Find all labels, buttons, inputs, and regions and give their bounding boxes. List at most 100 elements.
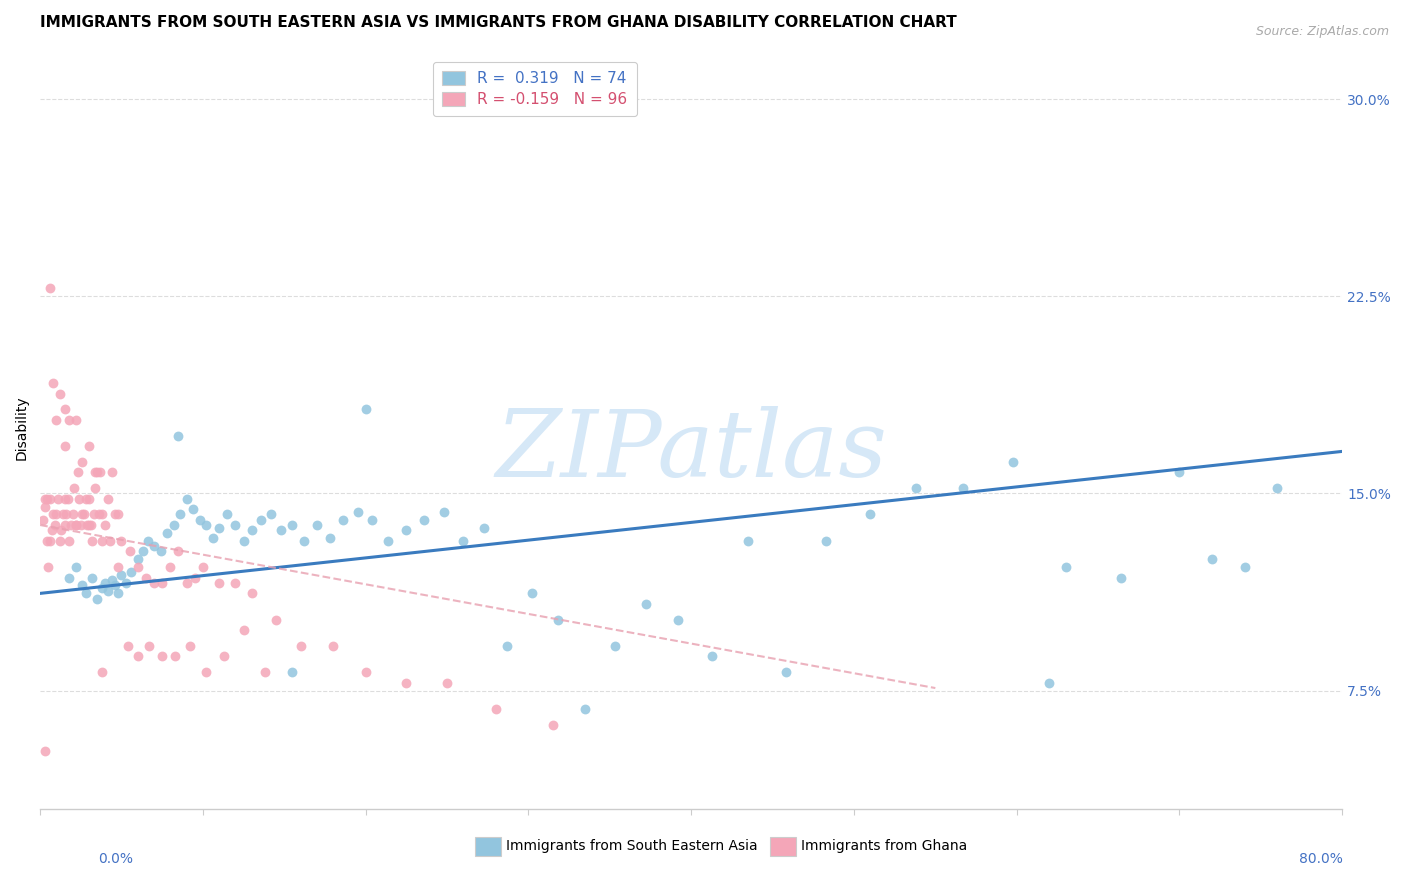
Point (281, 518, 304, 533)
Point (135, 571, 157, 585)
Point (547, 613, 569, 627)
Point (60, 518, 83, 533)
Point (73, 508, 96, 522)
Point (377, 533, 399, 548)
Text: Immigrants from South Eastern Asia: Immigrants from South Eastern Asia (506, 838, 758, 853)
Point (433, 505, 456, 519)
Point (53, 518, 76, 533)
Point (156, 525, 179, 540)
Point (143, 575, 166, 590)
Point (86, 591, 108, 606)
Point (270, 523, 292, 537)
Point (77, 439, 100, 453)
Point (138, 639, 160, 653)
Point (38, 533, 60, 548)
Point (72, 578, 94, 592)
Point (292, 533, 315, 548)
Point (815, 533, 838, 548)
Point (77, 518, 100, 533)
Point (240, 523, 263, 537)
Point (159, 560, 181, 574)
Y-axis label: Disability: Disability (15, 395, 30, 460)
Point (100, 573, 122, 587)
Point (250, 513, 273, 527)
Point (38, 281, 60, 295)
Point (72, 455, 94, 469)
Point (305, 518, 328, 533)
Point (82, 533, 104, 548)
Point (167, 428, 190, 442)
Point (104, 508, 127, 522)
Legend: R =  0.319   N = 74, R = -0.159   N = 96: R = 0.319 N = 74, R = -0.159 N = 96 (433, 62, 637, 116)
Point (75, 491, 97, 506)
Text: Immigrants from Ghana: Immigrants from Ghana (801, 838, 967, 853)
Point (520, 586, 543, 600)
Point (41, 523, 63, 537)
Point (281, 665, 304, 680)
Text: 80.0%: 80.0% (1299, 852, 1343, 866)
Point (1109, 571, 1132, 585)
Point (127, 649, 149, 664)
Point (474, 521, 496, 535)
Point (75, 586, 97, 600)
Point (165, 649, 187, 664)
Point (91, 665, 114, 680)
Point (952, 481, 974, 495)
Point (184, 571, 207, 585)
Point (35, 533, 58, 548)
Point (97, 583, 120, 598)
Point (181, 502, 204, 516)
Point (115, 575, 138, 590)
Point (150, 649, 173, 664)
Point (212, 649, 235, 664)
Point (35, 491, 58, 506)
Point (67, 491, 90, 506)
Point (77, 491, 100, 506)
Point (56, 491, 79, 506)
Point (136, 533, 159, 548)
Point (110, 568, 132, 582)
Point (104, 578, 127, 592)
Point (395, 523, 418, 537)
Point (94, 518, 117, 533)
Point (89, 466, 111, 480)
Point (65, 518, 87, 533)
Point (253, 665, 276, 680)
Text: ZIPatlas: ZIPatlas (495, 406, 887, 496)
Point (127, 552, 149, 566)
Point (79, 518, 101, 533)
Point (1002, 455, 1025, 469)
Point (634, 597, 657, 611)
Point (224, 518, 246, 533)
Point (485, 702, 508, 716)
Point (87, 508, 110, 522)
Point (702, 649, 724, 664)
Point (65, 560, 87, 574)
Point (58, 571, 80, 585)
Point (82, 571, 104, 585)
Point (346, 505, 368, 519)
Point (217, 508, 239, 522)
Point (65, 518, 87, 533)
Point (62, 508, 84, 522)
Point (191, 560, 214, 574)
Point (100, 466, 122, 480)
Point (55, 508, 77, 522)
Point (666, 613, 689, 627)
Point (904, 481, 927, 495)
Point (354, 665, 377, 680)
Point (240, 586, 263, 600)
Point (150, 575, 173, 590)
Point (34, 744, 56, 758)
Point (232, 533, 254, 548)
Point (91, 508, 114, 522)
Point (45, 508, 67, 522)
Text: IMMIGRANTS FROM SOUTH EASTERN ASIA VS IMMIGRANTS FROM GHANA DISABILITY CORRELATI: IMMIGRANTS FROM SOUTH EASTERN ASIA VS IM… (41, 15, 957, 30)
Point (436, 675, 458, 690)
Point (395, 675, 418, 690)
Point (208, 521, 231, 535)
Point (76, 518, 98, 533)
Point (107, 586, 129, 600)
Point (51, 523, 73, 537)
Point (319, 531, 342, 545)
